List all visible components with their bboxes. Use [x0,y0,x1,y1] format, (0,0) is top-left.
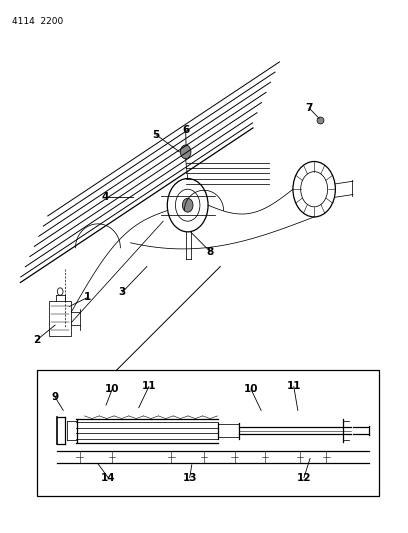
Bar [37,370,379,496]
Text: 10: 10 [105,384,120,394]
Text: 11: 11 [286,382,301,391]
Circle shape [180,145,191,159]
Text: 7: 7 [306,103,313,113]
Text: 3: 3 [119,287,126,297]
Text: 6: 6 [182,125,189,134]
Text: 12: 12 [297,473,311,482]
Text: 11: 11 [142,382,156,391]
Text: 14: 14 [101,473,115,482]
Text: 4: 4 [102,192,109,202]
Circle shape [182,198,193,212]
Text: 10: 10 [244,384,258,394]
Text: 8: 8 [206,247,214,256]
Text: 9: 9 [51,392,59,402]
Text: 5: 5 [153,130,160,140]
Text: 2: 2 [33,335,40,345]
Text: 13: 13 [182,473,197,482]
Text: 1: 1 [84,293,91,302]
Text: 4114  2200: 4114 2200 [12,17,64,26]
Bar [49,301,71,336]
